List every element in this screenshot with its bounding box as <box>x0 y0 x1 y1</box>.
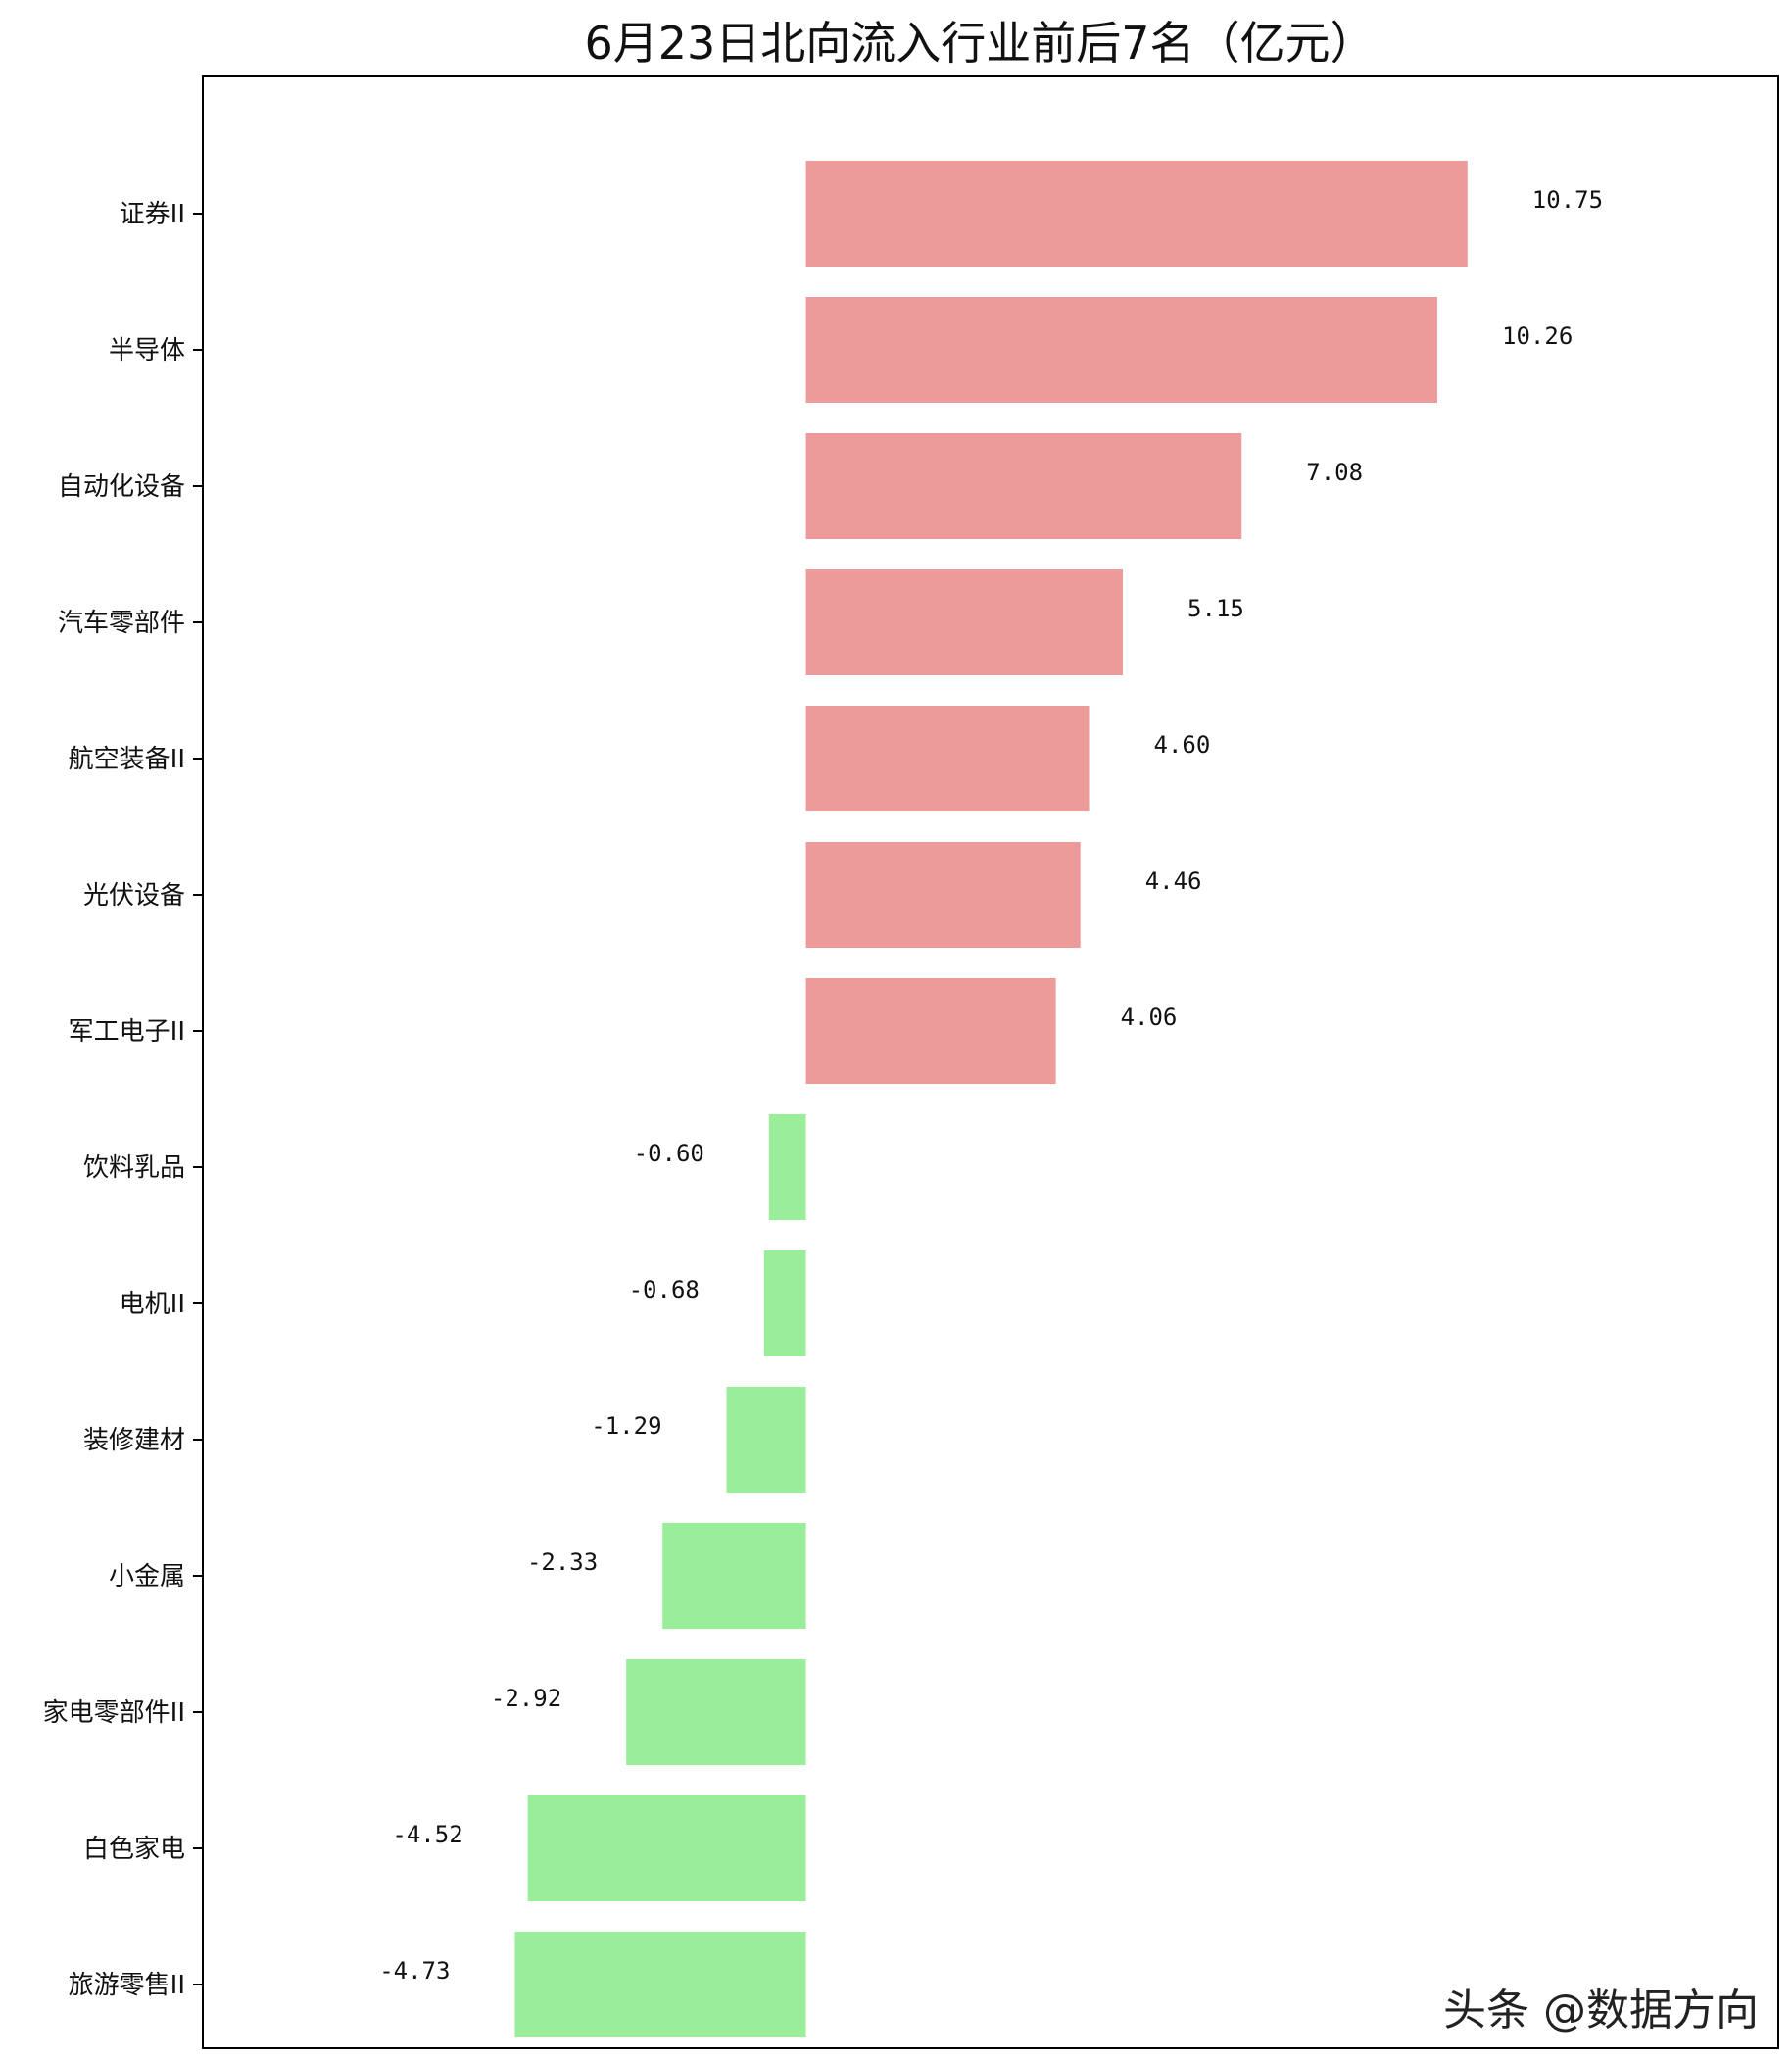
data-label: -2.92 <box>491 1685 561 1712</box>
bar <box>805 161 1468 267</box>
data-label: -2.33 <box>527 1548 598 1576</box>
y-tick-label: 小金属 <box>109 1562 185 1592</box>
y-tick-label: 电机II <box>120 1290 185 1319</box>
data-label: -0.60 <box>634 1140 704 1167</box>
y-tick-label: 航空装备II <box>69 745 185 774</box>
data-label: 4.46 <box>1145 867 1202 895</box>
bar <box>805 706 1090 811</box>
data-label: -4.73 <box>379 1957 450 1985</box>
y-tick-label: 自动化设备 <box>58 472 185 502</box>
data-label: -1.29 <box>591 1412 661 1440</box>
data-label: 10.26 <box>1502 322 1573 350</box>
data-label: -4.52 <box>392 1821 462 1848</box>
chart-title: 6月23日北向流入行业前后7名（亿元） <box>584 17 1375 70</box>
watermark: 头条 @数据方向 <box>1443 1985 1759 2035</box>
bar <box>626 1659 806 1765</box>
bar <box>805 433 1242 539</box>
bars-group <box>514 161 1468 2037</box>
data-label: 7.08 <box>1306 459 1363 486</box>
bar <box>527 1795 806 1901</box>
y-tick-label: 半导体 <box>109 336 185 366</box>
bar <box>805 569 1124 675</box>
bar <box>805 978 1056 1084</box>
data-label: 5.15 <box>1187 595 1244 622</box>
bar <box>726 1387 806 1493</box>
bar <box>514 1932 806 2037</box>
y-tick-label: 光伏设备 <box>83 881 185 910</box>
y-tick-label: 旅游零售II <box>69 1971 185 2000</box>
y-tick-label: 证券II <box>120 200 185 229</box>
y-tick-label: 装修建材 <box>83 1426 185 1455</box>
y-tick-label: 饮料乳品 <box>83 1153 185 1183</box>
bar <box>763 1250 806 1356</box>
data-labels-group: 10.75 10.26 7.08 5.15 4.60 4.46 4.06 -0.60 -0.68… <box>379 186 1603 1985</box>
bar <box>805 842 1081 948</box>
bar <box>805 297 1438 403</box>
y-tick-label: 家电零部件II <box>43 1698 185 1728</box>
data-label: 4.06 <box>1121 1004 1178 1031</box>
y-tick-label: 白色家电 <box>83 1835 185 1864</box>
y-tick-label: 军工电子II <box>69 1017 185 1047</box>
plot-frame <box>202 75 1779 2049</box>
data-label: -0.68 <box>629 1276 700 1303</box>
data-label: 4.60 <box>1154 731 1211 759</box>
bar <box>768 1114 806 1220</box>
data-label: 10.75 <box>1532 186 1603 214</box>
bar <box>662 1523 806 1629</box>
y-tick-label: 汽车零部件 <box>58 609 185 638</box>
